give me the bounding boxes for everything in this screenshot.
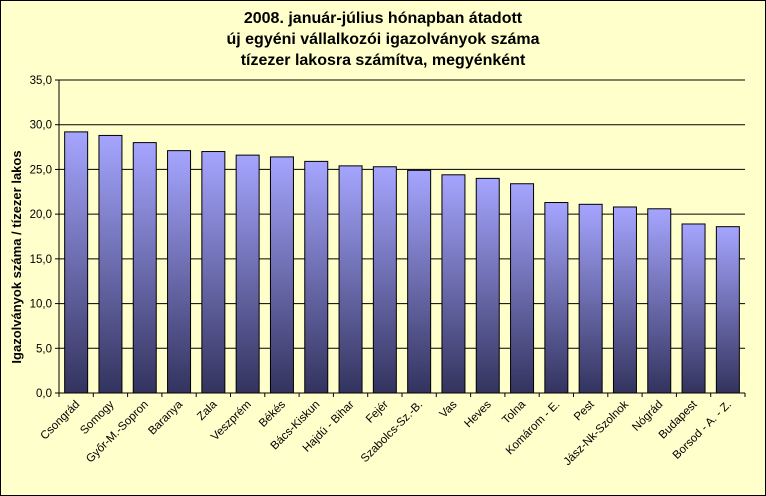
bar	[647, 208, 672, 394]
bar	[612, 206, 637, 394]
bar	[98, 134, 123, 394]
x-tick-label: Heves	[462, 398, 494, 430]
bar	[235, 154, 260, 394]
x-tick-label: Borsod - A. - Z.	[671, 399, 734, 462]
x-tick-label: Fejér	[364, 399, 391, 426]
y-tick-label: 5,0	[36, 343, 52, 355]
bar	[338, 165, 363, 394]
bar	[167, 150, 192, 394]
bar	[715, 226, 740, 394]
x-tick-label: Csongrád	[39, 399, 83, 443]
y-tick-label: 30,0	[30, 120, 52, 132]
bar	[578, 203, 603, 394]
bar	[475, 177, 500, 394]
bar	[407, 169, 432, 394]
bar	[681, 223, 706, 394]
y-tick-label: 35,0	[30, 75, 52, 87]
bar	[544, 202, 569, 394]
y-tick-label: 0,0	[36, 388, 52, 400]
y-tick-label: 10,0	[30, 299, 52, 311]
bar	[64, 131, 89, 394]
x-tick-label: Vas	[438, 398, 460, 420]
x-tick-label: Pest	[572, 398, 597, 423]
chart-title-line-1: 2008. január-július hónapban átadott	[243, 10, 523, 27]
x-tick-label: Jász-Nk-Szolnok	[562, 398, 632, 468]
bar	[269, 156, 294, 394]
x-tick-label: Győr-M.-Sopron	[84, 399, 151, 466]
bar	[372, 166, 397, 394]
x-tick-label: Szabolcs-Sz.-B.	[359, 399, 425, 465]
y-tick-label: 20,0	[30, 209, 52, 221]
bar	[304, 160, 329, 394]
bar	[132, 142, 157, 394]
y-tick-label: 15,0	[30, 254, 52, 266]
chart-title-line-2: új egyéni vállalkozói igazolványok száma	[226, 31, 540, 48]
x-tick-label: Békés	[257, 398, 288, 429]
x-tick-label: Baranya	[146, 398, 185, 437]
bar	[201, 151, 226, 394]
bar	[441, 174, 466, 394]
x-tick-label: Zala	[195, 398, 220, 423]
x-tick-label: Tolna	[500, 398, 528, 426]
y-tick-label: 25,0	[30, 164, 52, 176]
y-axis-label: Igazolványok száma / tízezer lakos	[9, 150, 24, 363]
chart-title-line-3: tízezer lakosra számítva, megyénként	[240, 52, 526, 69]
bar	[510, 183, 535, 394]
